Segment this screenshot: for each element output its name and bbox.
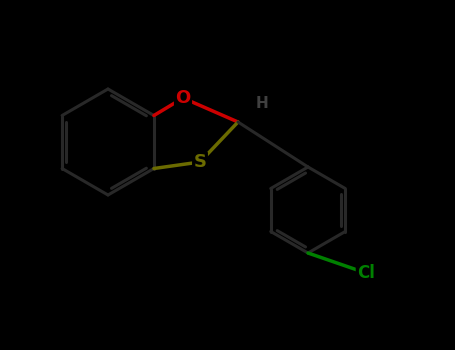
Text: Cl: Cl: [357, 264, 375, 282]
Text: H: H: [256, 97, 268, 112]
Text: S: S: [193, 153, 207, 171]
Text: O: O: [175, 89, 191, 107]
